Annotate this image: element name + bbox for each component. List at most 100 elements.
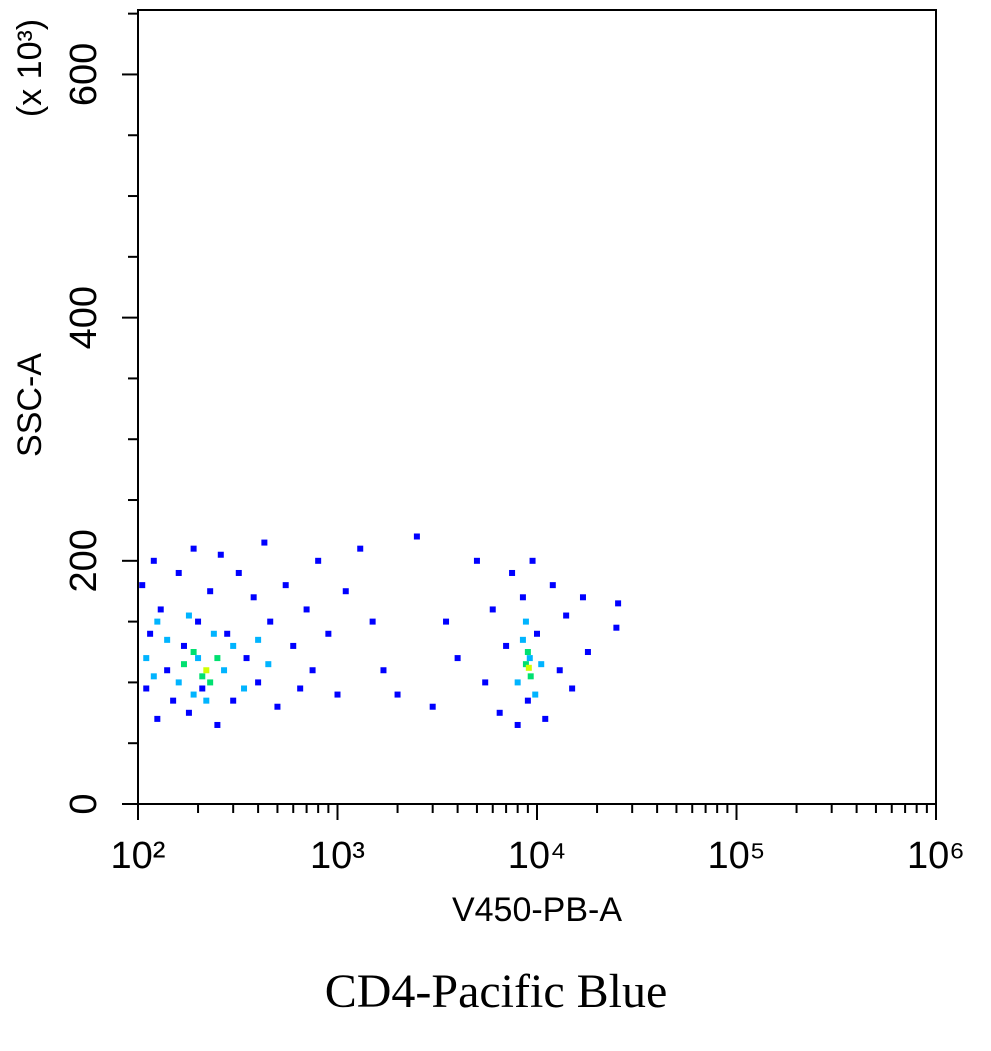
points: [139, 533, 622, 728]
dot: [584, 649, 591, 656]
dot: [290, 642, 297, 649]
dot: [526, 655, 533, 662]
dot: [255, 679, 262, 686]
dot: [615, 600, 622, 607]
dot: [185, 709, 192, 716]
dot: [309, 667, 316, 674]
y-tick-label: 200: [63, 529, 105, 592]
dot: [303, 606, 310, 613]
dot: [482, 679, 489, 686]
dot: [207, 588, 214, 595]
dot: [514, 721, 521, 728]
dot: [524, 649, 531, 656]
y-axis-label: SSC-A: [11, 353, 49, 457]
dot: [203, 667, 210, 674]
dot: [180, 661, 187, 668]
dot: [164, 636, 171, 643]
dot: [265, 661, 272, 668]
x-axis-label: V450-PB-A: [452, 891, 622, 929]
dot: [369, 618, 376, 625]
dot: [190, 691, 197, 698]
dot: [199, 673, 206, 680]
dot: [579, 594, 586, 601]
x-tick-label: 10⁶: [907, 835, 965, 877]
dot: [274, 703, 281, 710]
dot: [230, 697, 237, 704]
dot: [325, 630, 332, 637]
dot: [524, 697, 531, 704]
dot: [190, 649, 197, 656]
dot: [549, 582, 556, 589]
x-tick-label: 10³: [310, 835, 365, 877]
dot: [190, 545, 197, 552]
dot: [180, 642, 187, 649]
dot: [503, 642, 510, 649]
dot: [210, 630, 217, 637]
dot: [556, 667, 563, 674]
dot: [282, 582, 289, 589]
dot: [243, 655, 250, 662]
dot: [154, 618, 161, 625]
dot: [443, 618, 450, 625]
dot: [529, 557, 536, 564]
dot: [413, 533, 420, 540]
dot: [496, 709, 503, 716]
dot: [217, 551, 224, 558]
dot: [164, 667, 171, 674]
dot: [207, 679, 214, 686]
dot: [170, 697, 177, 704]
dot: [195, 618, 202, 625]
dot: [334, 691, 341, 698]
dot: [542, 715, 549, 722]
dot: [139, 582, 146, 589]
dot: [255, 636, 262, 643]
dot: [175, 569, 182, 576]
dot: [221, 667, 228, 674]
dot: [380, 667, 387, 674]
x-tick-label: 10²: [111, 835, 166, 877]
dot: [357, 545, 364, 552]
dot: [199, 685, 206, 692]
dot: [454, 655, 461, 662]
y-tick-label: 600: [63, 43, 105, 106]
dot: [261, 539, 268, 546]
dot: [150, 557, 157, 564]
dot: [267, 618, 274, 625]
dot: [143, 685, 150, 692]
dot: [224, 630, 231, 637]
y-multiplier: (x 10³): [11, 19, 49, 117]
dot: [473, 557, 480, 564]
dot: [569, 685, 576, 692]
dot: [150, 673, 157, 680]
dot: [214, 721, 221, 728]
dot: [522, 661, 529, 668]
dot: [297, 685, 304, 692]
dot: [514, 679, 521, 686]
dot: [525, 664, 532, 671]
dot: [394, 691, 401, 698]
dot: [613, 624, 620, 631]
dot: [195, 655, 202, 662]
x-tick-label: 10⁵: [707, 835, 765, 877]
dot: [203, 697, 210, 704]
dot: [185, 612, 192, 619]
dot: [250, 594, 257, 601]
dot: [489, 606, 496, 613]
y-tick-label: 400: [63, 286, 105, 349]
dot: [527, 673, 534, 680]
dot: [532, 691, 539, 698]
dot: [175, 679, 182, 686]
dot: [230, 642, 237, 649]
dot: [147, 630, 154, 637]
dot: [519, 594, 526, 601]
dot: [157, 606, 164, 613]
x-tick-label: 10⁴: [508, 835, 567, 877]
dot: [563, 612, 570, 619]
dot: [143, 655, 150, 662]
dot: [342, 588, 349, 595]
dot: [509, 569, 516, 576]
dot: [534, 630, 540, 637]
dot: [214, 655, 221, 662]
